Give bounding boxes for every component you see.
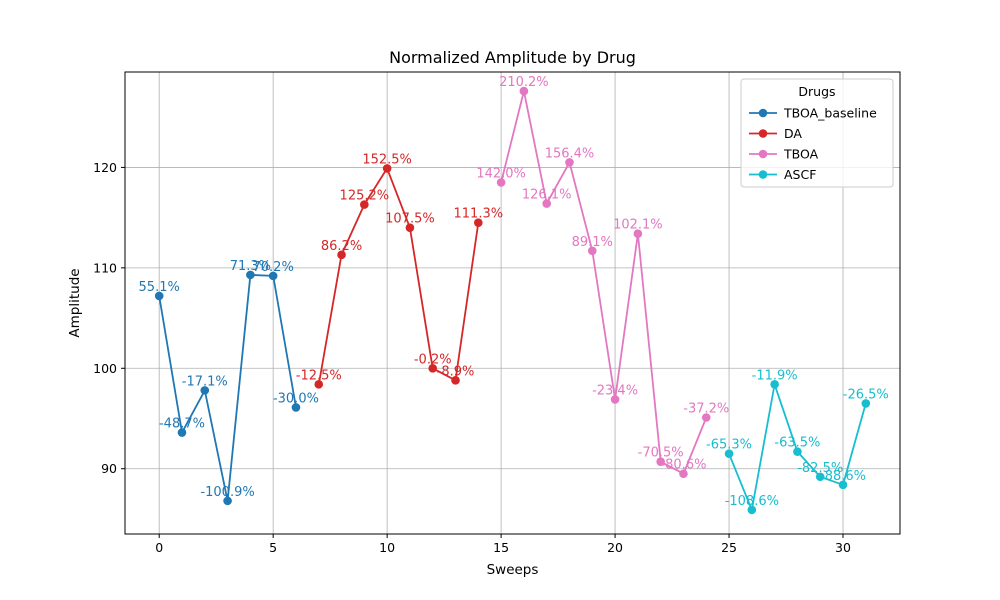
data-point	[496, 178, 506, 187]
data-label: 152.5%	[362, 152, 412, 167]
data-label: -108.6%	[725, 494, 779, 509]
data-point	[360, 200, 369, 209]
legend-swatch-marker	[758, 129, 768, 138]
data-label: -100.9%	[200, 485, 254, 500]
data-label: 111.3%	[454, 207, 504, 222]
series-group	[154, 86, 871, 515]
data-label: -30.0%	[273, 391, 319, 406]
data-point	[314, 380, 324, 389]
data-label: -12.5%	[296, 368, 342, 383]
data-point	[291, 403, 301, 412]
data-point	[200, 386, 210, 395]
data-label: -80.6%	[660, 458, 706, 473]
data-point	[177, 428, 187, 437]
data-label: -48.7%	[159, 417, 205, 432]
data-point	[223, 496, 232, 506]
data-label: -37.2%	[683, 401, 729, 416]
data-point	[154, 291, 164, 301]
legend-entry-label: DA	[784, 126, 802, 141]
series-line	[317, 167, 480, 385]
data-point	[656, 457, 665, 466]
x-tick-label: 20	[607, 540, 623, 555]
data-label: 102.1%	[613, 218, 663, 233]
data-point	[268, 271, 278, 281]
data-point	[587, 246, 597, 256]
data-label: 86.2%	[321, 239, 362, 254]
x-tick-label: 30	[835, 540, 851, 555]
data-point	[405, 223, 415, 232]
data-label: -11.9%	[752, 368, 798, 383]
data-label: 71.3%	[230, 259, 271, 274]
data-point	[633, 229, 643, 238]
y-tick-label: 120	[93, 160, 117, 175]
y-axis-ticks: 90 100 110 120	[93, 160, 125, 476]
data-point	[542, 199, 551, 208]
data-label: 142.0%	[476, 166, 526, 181]
data-label: -8.9%	[437, 364, 475, 379]
data-label: 70.2%	[253, 260, 294, 275]
data-label: 125.2%	[340, 189, 390, 204]
x-tick-label: 5	[269, 540, 277, 555]
data-point	[428, 363, 438, 373]
data-label: 89.1%	[572, 235, 613, 250]
data-point	[610, 395, 620, 404]
data-point	[565, 158, 574, 167]
data-point	[724, 449, 734, 458]
data-point	[793, 447, 802, 456]
grid-lines	[125, 72, 900, 534]
y-tick-label: 110	[93, 260, 117, 275]
data-label: -17.1%	[182, 374, 228, 389]
data-label: -70.5%	[638, 446, 684, 461]
series-line	[500, 90, 708, 475]
data-label: 156.4%	[545, 146, 595, 161]
x-axis-label: Sweeps	[487, 562, 539, 578]
x-tick-label: 10	[379, 540, 395, 555]
data-label: -63.5%	[774, 436, 820, 451]
plot-area-frame	[124, 71, 901, 535]
data-point	[815, 472, 825, 482]
data-label: -82.5%	[797, 461, 843, 476]
y-tick-label: 90	[101, 461, 117, 476]
data-label: 126.1%	[522, 188, 572, 203]
y-axis-label: Amplitude	[67, 268, 83, 337]
legend: Drugs TBOA_baseline DA TBOA ASCF	[740, 78, 894, 188]
data-label: -88.6%	[820, 469, 866, 484]
data-label: 107.5%	[385, 212, 435, 227]
data-label: 210.2%	[499, 75, 549, 90]
legend-entry-label: ASCF	[784, 167, 816, 182]
data-label: -0.2%	[414, 352, 452, 367]
data-label: -26.5%	[843, 387, 889, 402]
legend-swatch-marker	[758, 149, 768, 159]
data-point	[747, 505, 757, 515]
data-label: -65.3%	[706, 438, 752, 453]
data-point	[382, 164, 392, 173]
data-point	[337, 250, 346, 260]
legend-title: Drugs	[798, 84, 835, 99]
legend-entry-label: TBOA	[783, 147, 819, 162]
data-label: -23.4%	[592, 383, 638, 398]
y-tick-label: 100	[93, 361, 117, 376]
legend-items: TBOA_baseline DA TBOA ASCF	[749, 106, 877, 182]
legend-box	[740, 78, 894, 188]
data-label: 55.1%	[139, 280, 180, 295]
x-tick-label: 0	[155, 540, 163, 555]
data-labels-group: 55.1% -48.7% -17.1% -100.9% 71.3%70.2% -30.0%…	[139, 75, 889, 509]
x-tick-label: 25	[721, 540, 737, 555]
data-point	[838, 480, 848, 490]
chart-title: Normalized Amplitude by Drug	[389, 48, 636, 67]
legend-swatch-marker	[758, 108, 768, 118]
x-tick-label: 15	[493, 540, 509, 555]
legend-swatch-marker	[758, 170, 768, 179]
data-point	[679, 469, 688, 479]
data-point	[701, 413, 711, 422]
legend-entry-label: TBOA_baseline	[783, 106, 877, 121]
data-point	[474, 218, 483, 227]
x-axis-ticks: 0 5 10 15 20 25 30	[155, 534, 851, 555]
data-point	[451, 376, 460, 385]
data-point	[246, 270, 255, 280]
data-point	[861, 399, 871, 408]
data-point	[519, 86, 529, 96]
data-point	[770, 380, 779, 389]
